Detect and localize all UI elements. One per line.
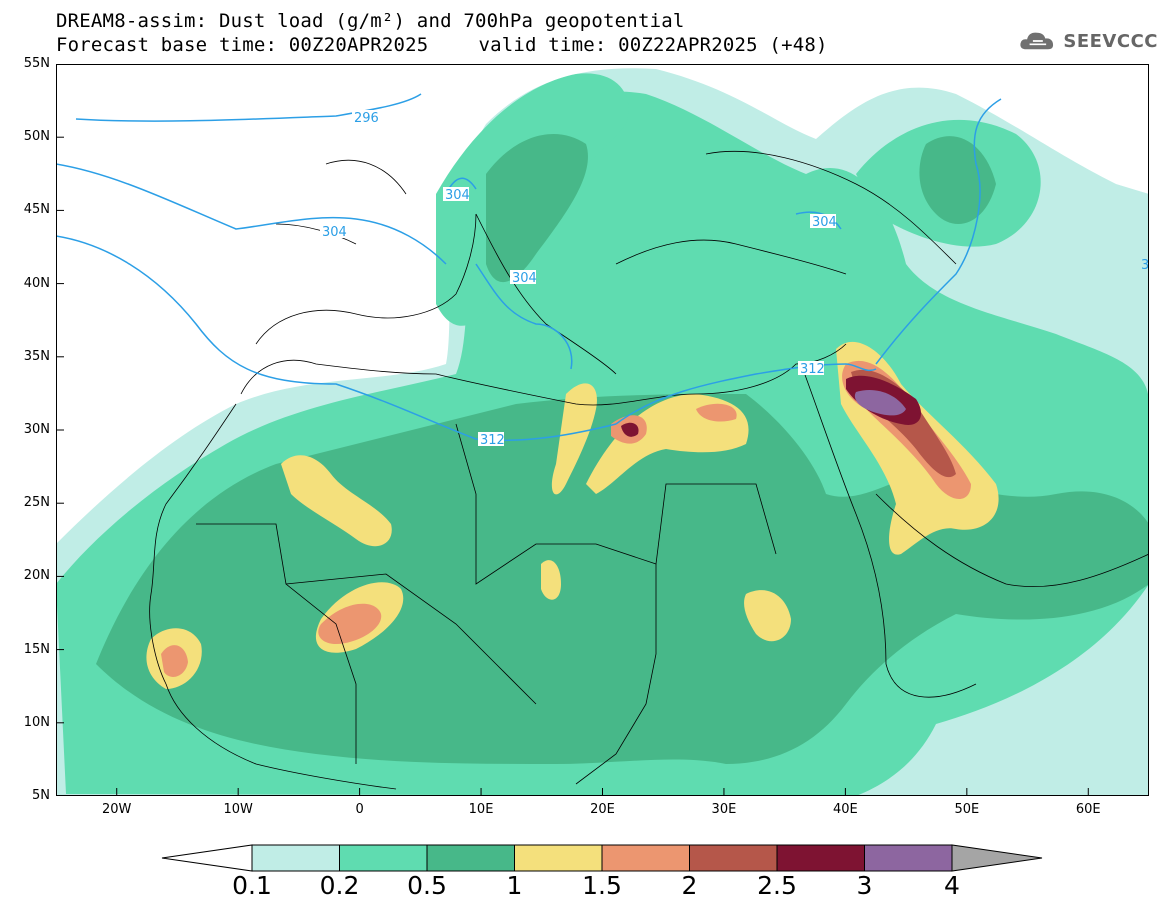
colorbar-label: 1: [506, 871, 523, 900]
lat-label: 5N: [32, 788, 50, 803]
contour-labels: 296 304 304 304 304 312 312 3: [320, 110, 1149, 448]
lon-label: 0: [355, 802, 364, 817]
contour-label: 304: [812, 215, 837, 230]
lat-label: 40N: [23, 275, 50, 291]
lon-label: 30E: [711, 802, 737, 817]
time-info: Forecast base time: 00Z20APR2025 valid ti…: [56, 34, 828, 56]
colorbar-segment: [426, 844, 515, 872]
lon-label: 40E: [832, 802, 858, 817]
colorbar-label: 0.2: [319, 871, 360, 900]
colorbar-label: 2: [681, 871, 698, 900]
colorbar: [161, 844, 1043, 872]
lat-label: 20N: [23, 568, 50, 584]
contour-label: 296: [354, 111, 379, 126]
contour-label: 3: [1141, 258, 1149, 273]
contour-label: 312: [800, 362, 825, 377]
geopotential-contours: [56, 93, 1002, 442]
contour-label: 304: [512, 271, 537, 286]
colorbar-segment: [601, 844, 690, 872]
lon-label: 50E: [954, 802, 980, 817]
colorbar-segment: [251, 844, 340, 872]
colorbar-label: 4: [944, 871, 960, 900]
lat-label: 25N: [23, 495, 50, 511]
dust-fields: [56, 68, 1149, 796]
lon-label: 20E: [590, 802, 615, 817]
lat-label: 55N: [23, 56, 50, 71]
colorbar-label: 3: [856, 871, 873, 900]
colorbar-segment: [776, 844, 865, 872]
logo-text: SEEVCCC: [1063, 30, 1158, 52]
colorbar-segments: [251, 844, 1043, 872]
seevccc-logo: SEEVCCC: [1018, 24, 1158, 58]
colorbar-label: 1.5: [582, 871, 622, 900]
contour-label: 304: [322, 225, 347, 240]
lat-label: 15N: [23, 641, 50, 657]
lat-label: 45N: [23, 202, 50, 218]
colorbar-segment: [951, 844, 1043, 872]
lon-label: 20W: [102, 802, 132, 817]
valid-time: valid time: 00Z22APR2025 (+48): [478, 34, 828, 56]
contour-label: 312: [480, 433, 505, 448]
dust-map: 296 304 304 304 304 312 312 3: [56, 64, 1149, 796]
chart-title: DREAM8-assim: Dust load (g/m²) and 700hP…: [56, 10, 685, 32]
lon-label: 10E: [468, 802, 494, 817]
map-ticks: [56, 64, 1089, 796]
colorbar-label: 0.1: [232, 871, 272, 900]
colorbar-segment: [514, 844, 603, 872]
colorbar-label: 2.5: [757, 871, 797, 900]
cloud-icon: [1020, 32, 1054, 50]
lat-label: 10N: [23, 714, 50, 730]
contour-label: 304: [445, 188, 470, 203]
lat-label: 35N: [23, 348, 50, 364]
lat-label: 50N: [23, 129, 50, 145]
base-time: Forecast base time: 00Z20APR2025: [56, 34, 429, 56]
coastlines: [149, 151, 1149, 790]
colorbar-segment: [864, 844, 953, 872]
lat-label: 30N: [23, 422, 50, 437]
colorbar-label: 0.5: [407, 871, 447, 900]
colorbar-min-arrow: [161, 844, 253, 872]
lon-label: 60E: [1075, 802, 1101, 817]
lon-label: 10W: [223, 802, 253, 817]
colorbar-segment: [689, 844, 778, 872]
colorbar-segment: [339, 844, 428, 872]
